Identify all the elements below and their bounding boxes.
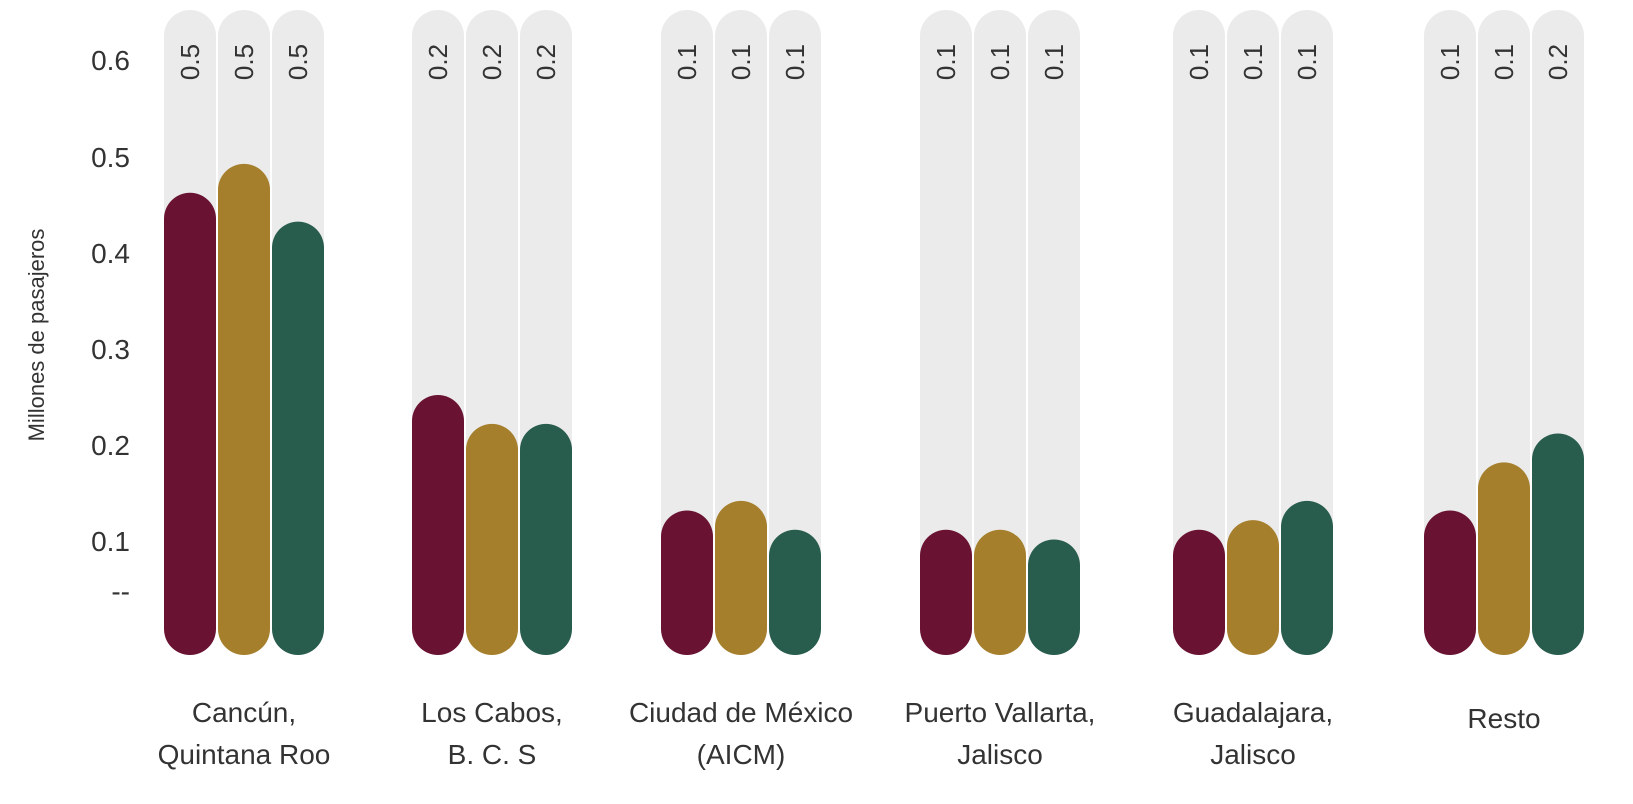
value-label: 0.5: [229, 44, 259, 80]
value-label: 0.2: [531, 44, 561, 80]
category-labels: Cancún, Quintana Roo Los Cabos, B. C. S Ciud…: [158, 697, 1541, 770]
y-tick-label: 0.1: [91, 526, 130, 557]
bar: [920, 529, 972, 655]
bar: [1281, 500, 1333, 655]
y-tick-label: 0.5: [91, 142, 130, 173]
value-label: 0.1: [672, 44, 702, 80]
bar-track: [1028, 10, 1080, 655]
value-label: 0.1: [1489, 44, 1519, 80]
bar-track: [1424, 10, 1476, 655]
bar: [520, 423, 572, 655]
bar-track: [1173, 10, 1225, 655]
bar: [1532, 433, 1584, 655]
category-label: Puerto Vallarta, Jalisco: [905, 697, 1096, 770]
bar: [218, 163, 270, 655]
y-axis-title: Millones de pasajeros: [24, 229, 49, 442]
bar: [974, 529, 1026, 655]
bar: [412, 394, 464, 655]
bar-track: [715, 10, 767, 655]
value-label: 0.1: [931, 44, 961, 80]
y-tick-label: 0.6: [91, 45, 130, 76]
bars: [164, 163, 1584, 655]
y-tick-label: 0.4: [91, 238, 130, 269]
bar: [661, 510, 713, 655]
bar: [715, 500, 767, 655]
category-label: Ciudad de México (AICM): [629, 697, 853, 770]
y-tick-label: 0.3: [91, 334, 130, 365]
bar: [1478, 462, 1530, 655]
y-axis-ticks: 0.6 0.5 0.4 0.3 0.2 0.1 --: [91, 45, 130, 607]
bar-track: [1281, 10, 1333, 655]
bar: [272, 221, 324, 655]
bar: [1227, 520, 1279, 655]
bar: [1424, 510, 1476, 655]
bar-track: [661, 10, 713, 655]
value-label: 0.1: [985, 44, 1015, 80]
value-label: 0.2: [1543, 44, 1573, 80]
category-label: Guadalajara, Jalisco: [1173, 697, 1333, 770]
bar: [466, 423, 518, 655]
value-label: 0.2: [423, 44, 453, 80]
value-label: 0.5: [283, 44, 313, 80]
value-label: 0.1: [1238, 44, 1268, 80]
y-tick-label: --: [111, 576, 130, 607]
y-tick-label: 0.2: [91, 430, 130, 461]
value-label: 0.1: [780, 44, 810, 80]
value-label: 0.1: [1184, 44, 1214, 80]
bar-track: [920, 10, 972, 655]
category-label: Los Cabos, B. C. S: [421, 697, 563, 770]
value-label: 0.2: [477, 44, 507, 80]
value-label: 0.1: [726, 44, 756, 80]
bar-track: [974, 10, 1026, 655]
value-label: 0.1: [1039, 44, 1069, 80]
category-label: Resto: [1467, 703, 1540, 734]
category-label: Cancún, Quintana Roo: [158, 697, 331, 770]
background-tracks: [164, 10, 1584, 655]
bar: [769, 529, 821, 655]
value-labels: 0.5 0.5 0.5 0.2 0.2 0.2 0.1 0.1 0.1 0.1 0.1 0.1 0.1 0…: [175, 44, 1573, 80]
bar: [1028, 539, 1080, 655]
value-label: 0.1: [1292, 44, 1322, 80]
bar: [1173, 529, 1225, 655]
bar-track: [769, 10, 821, 655]
value-label: 0.5: [175, 44, 205, 80]
bar: [164, 192, 216, 655]
bar-track: [1227, 10, 1279, 655]
value-label: 0.1: [1435, 44, 1465, 80]
